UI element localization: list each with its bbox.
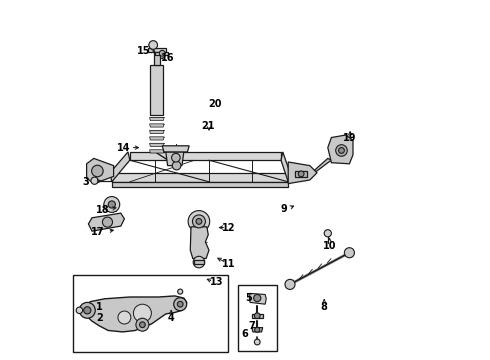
Text: 7: 7	[248, 321, 255, 331]
Polygon shape	[110, 152, 130, 182]
Circle shape	[196, 219, 202, 224]
Text: 8: 8	[321, 302, 328, 312]
Circle shape	[254, 313, 260, 319]
Circle shape	[344, 248, 354, 258]
Circle shape	[174, 298, 187, 311]
Circle shape	[84, 307, 91, 314]
Text: 4: 4	[168, 312, 174, 323]
Text: 2: 2	[96, 312, 102, 323]
Polygon shape	[88, 213, 124, 231]
Polygon shape	[328, 135, 353, 164]
Text: 15: 15	[137, 46, 150, 56]
Polygon shape	[112, 173, 288, 182]
Text: 19: 19	[343, 132, 356, 143]
Text: 20: 20	[209, 99, 222, 109]
Text: 10: 10	[323, 240, 336, 251]
Circle shape	[92, 165, 103, 177]
Circle shape	[91, 177, 98, 184]
Polygon shape	[149, 130, 164, 134]
Polygon shape	[295, 171, 307, 177]
Polygon shape	[149, 117, 164, 121]
Polygon shape	[249, 293, 266, 304]
Polygon shape	[154, 50, 160, 65]
Circle shape	[188, 211, 210, 232]
Circle shape	[324, 230, 331, 237]
Circle shape	[285, 279, 295, 289]
Text: 13: 13	[209, 276, 223, 287]
Text: 16: 16	[161, 53, 174, 63]
Text: 11: 11	[222, 258, 236, 269]
Polygon shape	[84, 296, 187, 332]
Circle shape	[79, 302, 95, 318]
Circle shape	[118, 311, 131, 324]
Text: 21: 21	[201, 121, 215, 131]
Circle shape	[254, 294, 261, 302]
Circle shape	[336, 145, 347, 156]
Circle shape	[108, 201, 116, 208]
Polygon shape	[190, 227, 209, 258]
Circle shape	[177, 301, 183, 307]
Text: 9: 9	[280, 204, 287, 214]
Polygon shape	[149, 137, 164, 140]
Polygon shape	[252, 328, 263, 332]
Polygon shape	[112, 182, 288, 187]
Text: 12: 12	[222, 222, 236, 233]
Circle shape	[255, 327, 260, 332]
Circle shape	[149, 41, 157, 49]
Polygon shape	[162, 146, 189, 152]
Text: 17: 17	[91, 227, 105, 237]
Text: 6: 6	[242, 329, 248, 339]
Polygon shape	[148, 48, 166, 52]
Polygon shape	[149, 143, 164, 147]
Circle shape	[193, 215, 205, 228]
Polygon shape	[281, 152, 290, 182]
Circle shape	[193, 256, 205, 268]
Polygon shape	[130, 152, 281, 160]
Circle shape	[133, 304, 151, 322]
Polygon shape	[149, 150, 164, 153]
Text: 3: 3	[82, 177, 89, 187]
Circle shape	[140, 322, 145, 328]
Circle shape	[76, 307, 83, 314]
Polygon shape	[166, 152, 184, 166]
Bar	[73, 275, 228, 352]
Polygon shape	[87, 158, 114, 184]
Circle shape	[172, 161, 181, 170]
Circle shape	[298, 171, 304, 177]
Polygon shape	[288, 162, 317, 184]
Circle shape	[104, 197, 120, 212]
Text: 14: 14	[117, 143, 130, 153]
Polygon shape	[252, 314, 263, 318]
Circle shape	[254, 339, 260, 345]
Polygon shape	[149, 124, 164, 127]
Circle shape	[159, 50, 165, 56]
Circle shape	[172, 153, 180, 162]
Circle shape	[102, 217, 113, 227]
Circle shape	[339, 148, 344, 153]
Polygon shape	[194, 260, 204, 264]
Text: 5: 5	[245, 293, 252, 303]
Text: 1: 1	[96, 302, 102, 312]
Polygon shape	[155, 52, 168, 55]
Circle shape	[136, 318, 149, 331]
Text: 18: 18	[96, 204, 110, 215]
Bar	[238, 285, 277, 351]
Polygon shape	[150, 65, 163, 115]
Polygon shape	[310, 158, 331, 176]
Circle shape	[178, 289, 183, 294]
